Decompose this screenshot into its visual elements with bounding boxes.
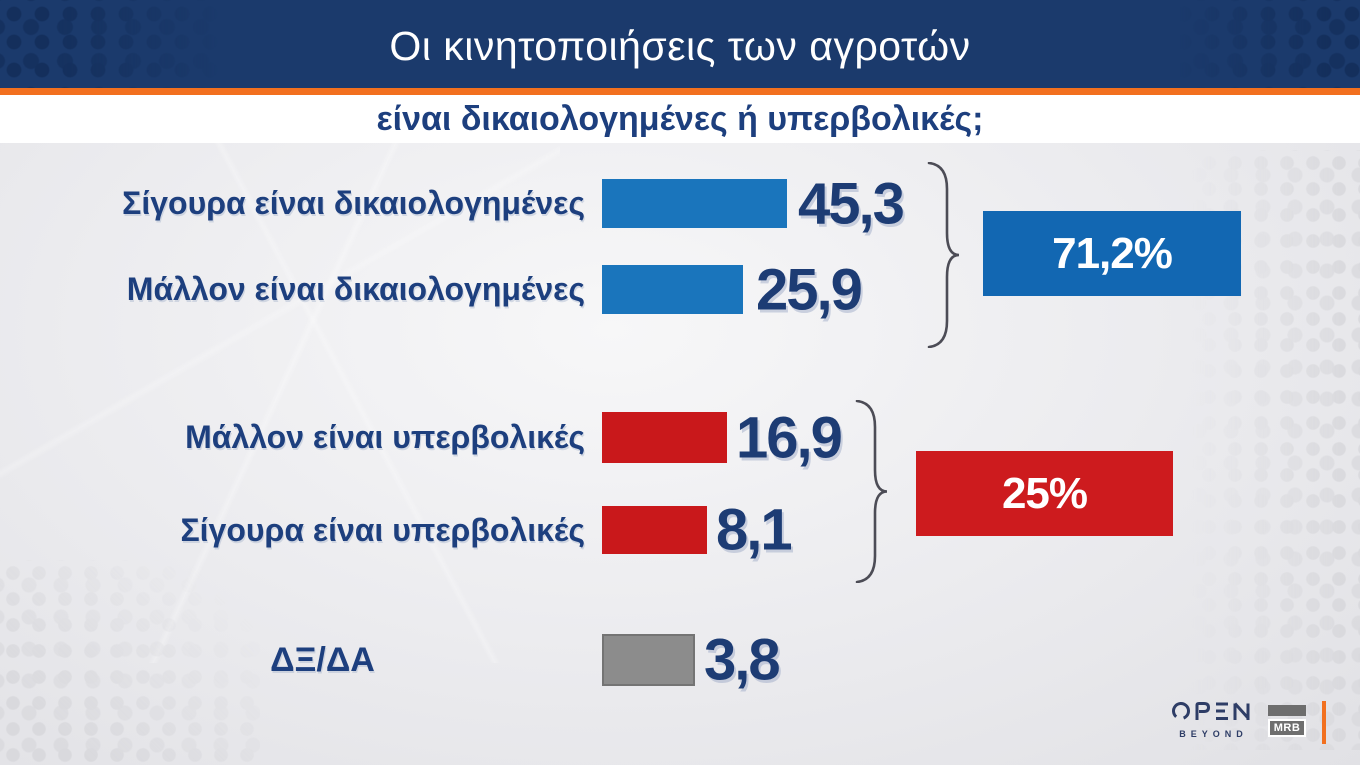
open-logo-letters-icon	[1172, 702, 1250, 720]
bar-label-rather-justified: Μάλλον είναι δικαιολογημένες	[126, 271, 585, 307]
excessive-total-value: 25%	[1001, 468, 1088, 518]
bar-rather-excessive	[602, 412, 727, 463]
bar-value-definitely-excessive: 8,1	[716, 497, 793, 563]
bar-label-dk-na: ΔΞ/ΔΑ	[270, 640, 375, 679]
bar-value-dk-na: 3,8	[704, 627, 781, 693]
poll-question: είναι δικαιολογημένες ή υπερβολικές;	[376, 99, 984, 138]
header-dot-pattern-right	[1170, 0, 1360, 88]
bar-label-definitely-justified: Σίγουρα είναι δικαιολογημένες	[122, 185, 585, 221]
bar-value-rather-justified: 25,9	[756, 257, 863, 323]
footer-orange-separator	[1322, 701, 1326, 744]
bar-value-rather-excessive: 16,9	[736, 405, 843, 471]
page-title: Οι κινητοποιήσεις των αγροτών	[389, 22, 971, 69]
bar-definitely-excessive	[602, 506, 707, 554]
subheader-band: είναι δικαιολογημένες ή υπερβολικές;	[0, 95, 1360, 143]
bar-label-definitely-excessive: Σίγουρα είναι υπερβολικές	[180, 511, 585, 548]
header-bar: Οι κινητοποιήσεις των αγροτών	[0, 0, 1360, 88]
bar-rather-justified	[602, 265, 743, 314]
header-dot-pattern-left	[0, 0, 230, 88]
justified-group-brace	[927, 162, 960, 348]
excessive-total-box: 25%	[916, 451, 1173, 536]
open-logo-beyond-text: BEYOND	[1179, 729, 1248, 739]
bar-definitely-justified	[602, 179, 787, 228]
open-tv-logo: BEYOND	[1168, 700, 1254, 739]
excessive-group-brace	[855, 400, 888, 583]
justified-total-box: 71,2%	[983, 211, 1241, 296]
bar-value-definitely-justified: 45,3	[798, 171, 905, 237]
mrb-logo: MRB	[1268, 705, 1306, 737]
bar-label-rather-excessive: Μάλλον είναι υπερβολικές	[185, 419, 585, 455]
mrb-logo-top-block	[1268, 705, 1306, 716]
orange-divider	[0, 88, 1360, 95]
mrb-logo-text: MRB	[1268, 719, 1306, 737]
bar-dk-na	[602, 634, 695, 686]
justified-total-value: 71,2%	[1052, 228, 1173, 278]
